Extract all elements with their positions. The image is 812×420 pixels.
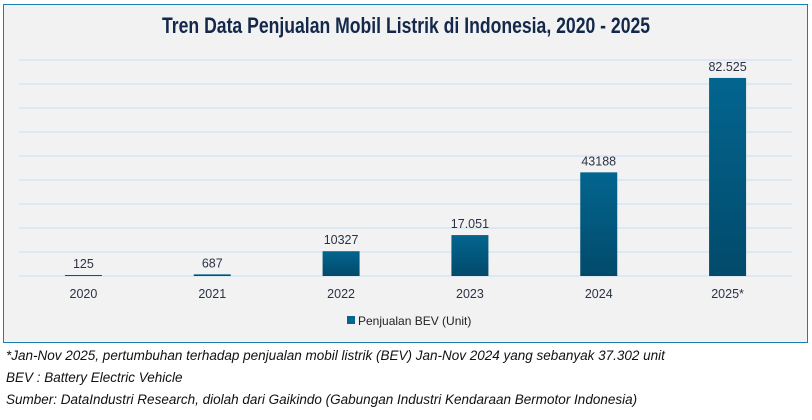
data-label: 125 [73, 257, 94, 271]
data-label: 43188 [581, 154, 616, 168]
data-label: 10327 [324, 233, 359, 247]
bar-2022 [322, 251, 360, 276]
bar-2023 [451, 235, 489, 276]
bar-2021 [193, 274, 231, 276]
bar-chart: 125 2020 687 2021 10327 2022 17.051 2023 43188 20… [19, 59, 792, 328]
bar-2024 [580, 172, 618, 276]
data-label: 687 [202, 256, 223, 270]
bar-2020 [64, 275, 102, 276]
data-label: 17.051 [451, 217, 489, 231]
x-tick-label: 2021 [198, 287, 226, 301]
legend-swatch [347, 316, 355, 324]
bar-2025* [709, 77, 747, 276]
x-tick-label: 2022 [327, 287, 355, 301]
footnote-1: *Jan-Nov 2025, pertumbuhan terhadap penj… [6, 348, 665, 363]
footnote-2: BEV : Battery Electric Vehicle [6, 370, 183, 385]
bars: 125 2020 687 2021 10327 2022 17.051 2023 43188 20… [64, 60, 747, 301]
x-tick-label: 2023 [456, 287, 484, 301]
gridlines [19, 59, 792, 277]
footnote-3: Sumber: DataIndustri Research, diolah da… [6, 392, 638, 407]
x-tick-label: 2025* [711, 287, 744, 301]
legend: Penjualan BEV (Unit) [347, 314, 471, 328]
x-tick-label: 2024 [585, 287, 613, 301]
chart-title-text: Tren Data Penjualan Mobil Listrik di Ind… [161, 13, 651, 38]
legend-label: Penjualan BEV (Unit) [358, 314, 471, 328]
data-label: 82.525 [708, 60, 746, 74]
x-tick-label: 2020 [70, 287, 98, 301]
chart-title: Tren Data Penjualan Mobil Listrik di Ind… [0, 13, 812, 39]
